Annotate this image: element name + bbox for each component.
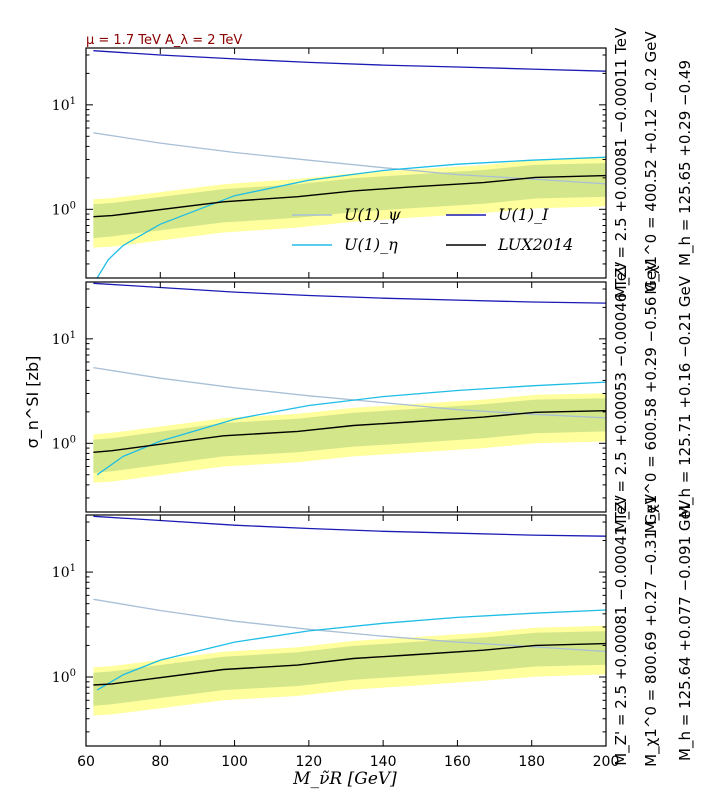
side-label-3: M_h = 125.64 +0.077 −0.091 GeV bbox=[676, 499, 695, 761]
x-axis-label: M_ν̃R [GeV] bbox=[292, 769, 397, 789]
side-label-2: M_χ1^0 = 800.69 +0.27 −0.31 GeV bbox=[642, 493, 661, 766]
plot-area bbox=[93, 50, 606, 278]
x-tick-label: 180 bbox=[518, 754, 545, 770]
legend-item-psi: U(1)_ψ bbox=[292, 205, 401, 224]
series-line-I bbox=[93, 50, 606, 72]
legend-item-eta: U(1)_η bbox=[292, 235, 398, 254]
legend-label: U(1)_I bbox=[498, 205, 549, 224]
panel-1: 100 101 U(1)_ψ U(1)_I U(1)_η LUX2014 M_Z' = 2.… bbox=[52, 27, 695, 298]
series-line-eta bbox=[96, 609, 606, 691]
header-annotation: μ = 1.7 TeV A_λ = 2 TeV bbox=[86, 33, 242, 48]
y-tick-label: 100 bbox=[52, 200, 76, 218]
side-label-1: M_Z' = 2.5 +0.00053 −0.00046 TeV bbox=[612, 261, 631, 532]
plot-area bbox=[93, 515, 606, 716]
side-label-1: M_Z' = 2.5 +0.00081 −0.00041 TeV bbox=[612, 495, 631, 766]
y-tick-label: 101 bbox=[52, 563, 76, 581]
legend-item-I: U(1)_I bbox=[446, 205, 549, 224]
series-line-lux bbox=[93, 642, 606, 686]
legend-label: U(1)_η bbox=[344, 235, 398, 254]
series-line-I bbox=[93, 515, 606, 537]
x-tick-label: 100 bbox=[221, 754, 248, 770]
series-line-eta bbox=[96, 381, 606, 476]
axes-frame bbox=[85, 514, 607, 747]
side-label-3: M_h = 125.65 +0.29 −0.49 bbox=[676, 60, 695, 266]
series-line-eta bbox=[96, 156, 606, 278]
x-tick-label: 200 bbox=[593, 754, 620, 770]
lux-band-inner bbox=[93, 163, 606, 239]
side-label-1: M_Z' = 2.5 +0.00081 −0.00011 TeV bbox=[612, 27, 631, 298]
x-tick-label: 160 bbox=[444, 754, 471, 770]
legend-item-lux: LUX2014 bbox=[446, 235, 573, 254]
y-tick-label: 101 bbox=[52, 96, 76, 114]
series-line-lux bbox=[93, 174, 606, 218]
side-label-2: M_χ1^0 = 400.52 +0.12 −0.2 GeV bbox=[642, 31, 661, 295]
series-line-psi bbox=[93, 598, 606, 653]
y-tick-label: 100 bbox=[52, 668, 76, 686]
axes-frame bbox=[85, 47, 607, 279]
lux-band-inner bbox=[93, 631, 606, 706]
side-label-3: M_h = 125.71 +0.16 −0.21 GeV bbox=[676, 275, 695, 518]
panels-group: 100 101 U(1)_ψ U(1)_I U(1)_η LUX2014 M_Z' = 2.… bbox=[52, 27, 695, 770]
y-axis-label: σ_n^SI [zb] bbox=[23, 356, 43, 449]
axes-frame bbox=[85, 281, 607, 513]
x-tick-label: 140 bbox=[370, 754, 397, 770]
panel-2: 100 101 M_Z' = 2.5 +0.00053 −0.00046 TeV M_… bbox=[52, 260, 695, 533]
x-tick-label: 60 bbox=[77, 754, 95, 770]
x-tick-label: 80 bbox=[151, 754, 169, 770]
legend-label: LUX2014 bbox=[497, 235, 573, 254]
legend: U(1)_ψ U(1)_I U(1)_η LUX2014 bbox=[292, 205, 573, 254]
series-line-psi bbox=[93, 132, 606, 185]
series-line-I bbox=[93, 282, 606, 304]
legend-label: U(1)_ψ bbox=[344, 205, 401, 224]
panel-3: 60 80 100 120 140 160 180 200 100 101 M_Z' = 2.5 +… bbox=[52, 493, 695, 770]
series-line-lux bbox=[93, 410, 606, 453]
plot-area bbox=[93, 282, 606, 483]
y-tick-label: 101 bbox=[52, 330, 76, 348]
y-tick-label: 100 bbox=[52, 434, 76, 452]
x-tick-label: 120 bbox=[295, 754, 322, 770]
side-label-2: M_χ1^0 = 600.58 +0.29 −0.56 GeV bbox=[642, 260, 661, 533]
